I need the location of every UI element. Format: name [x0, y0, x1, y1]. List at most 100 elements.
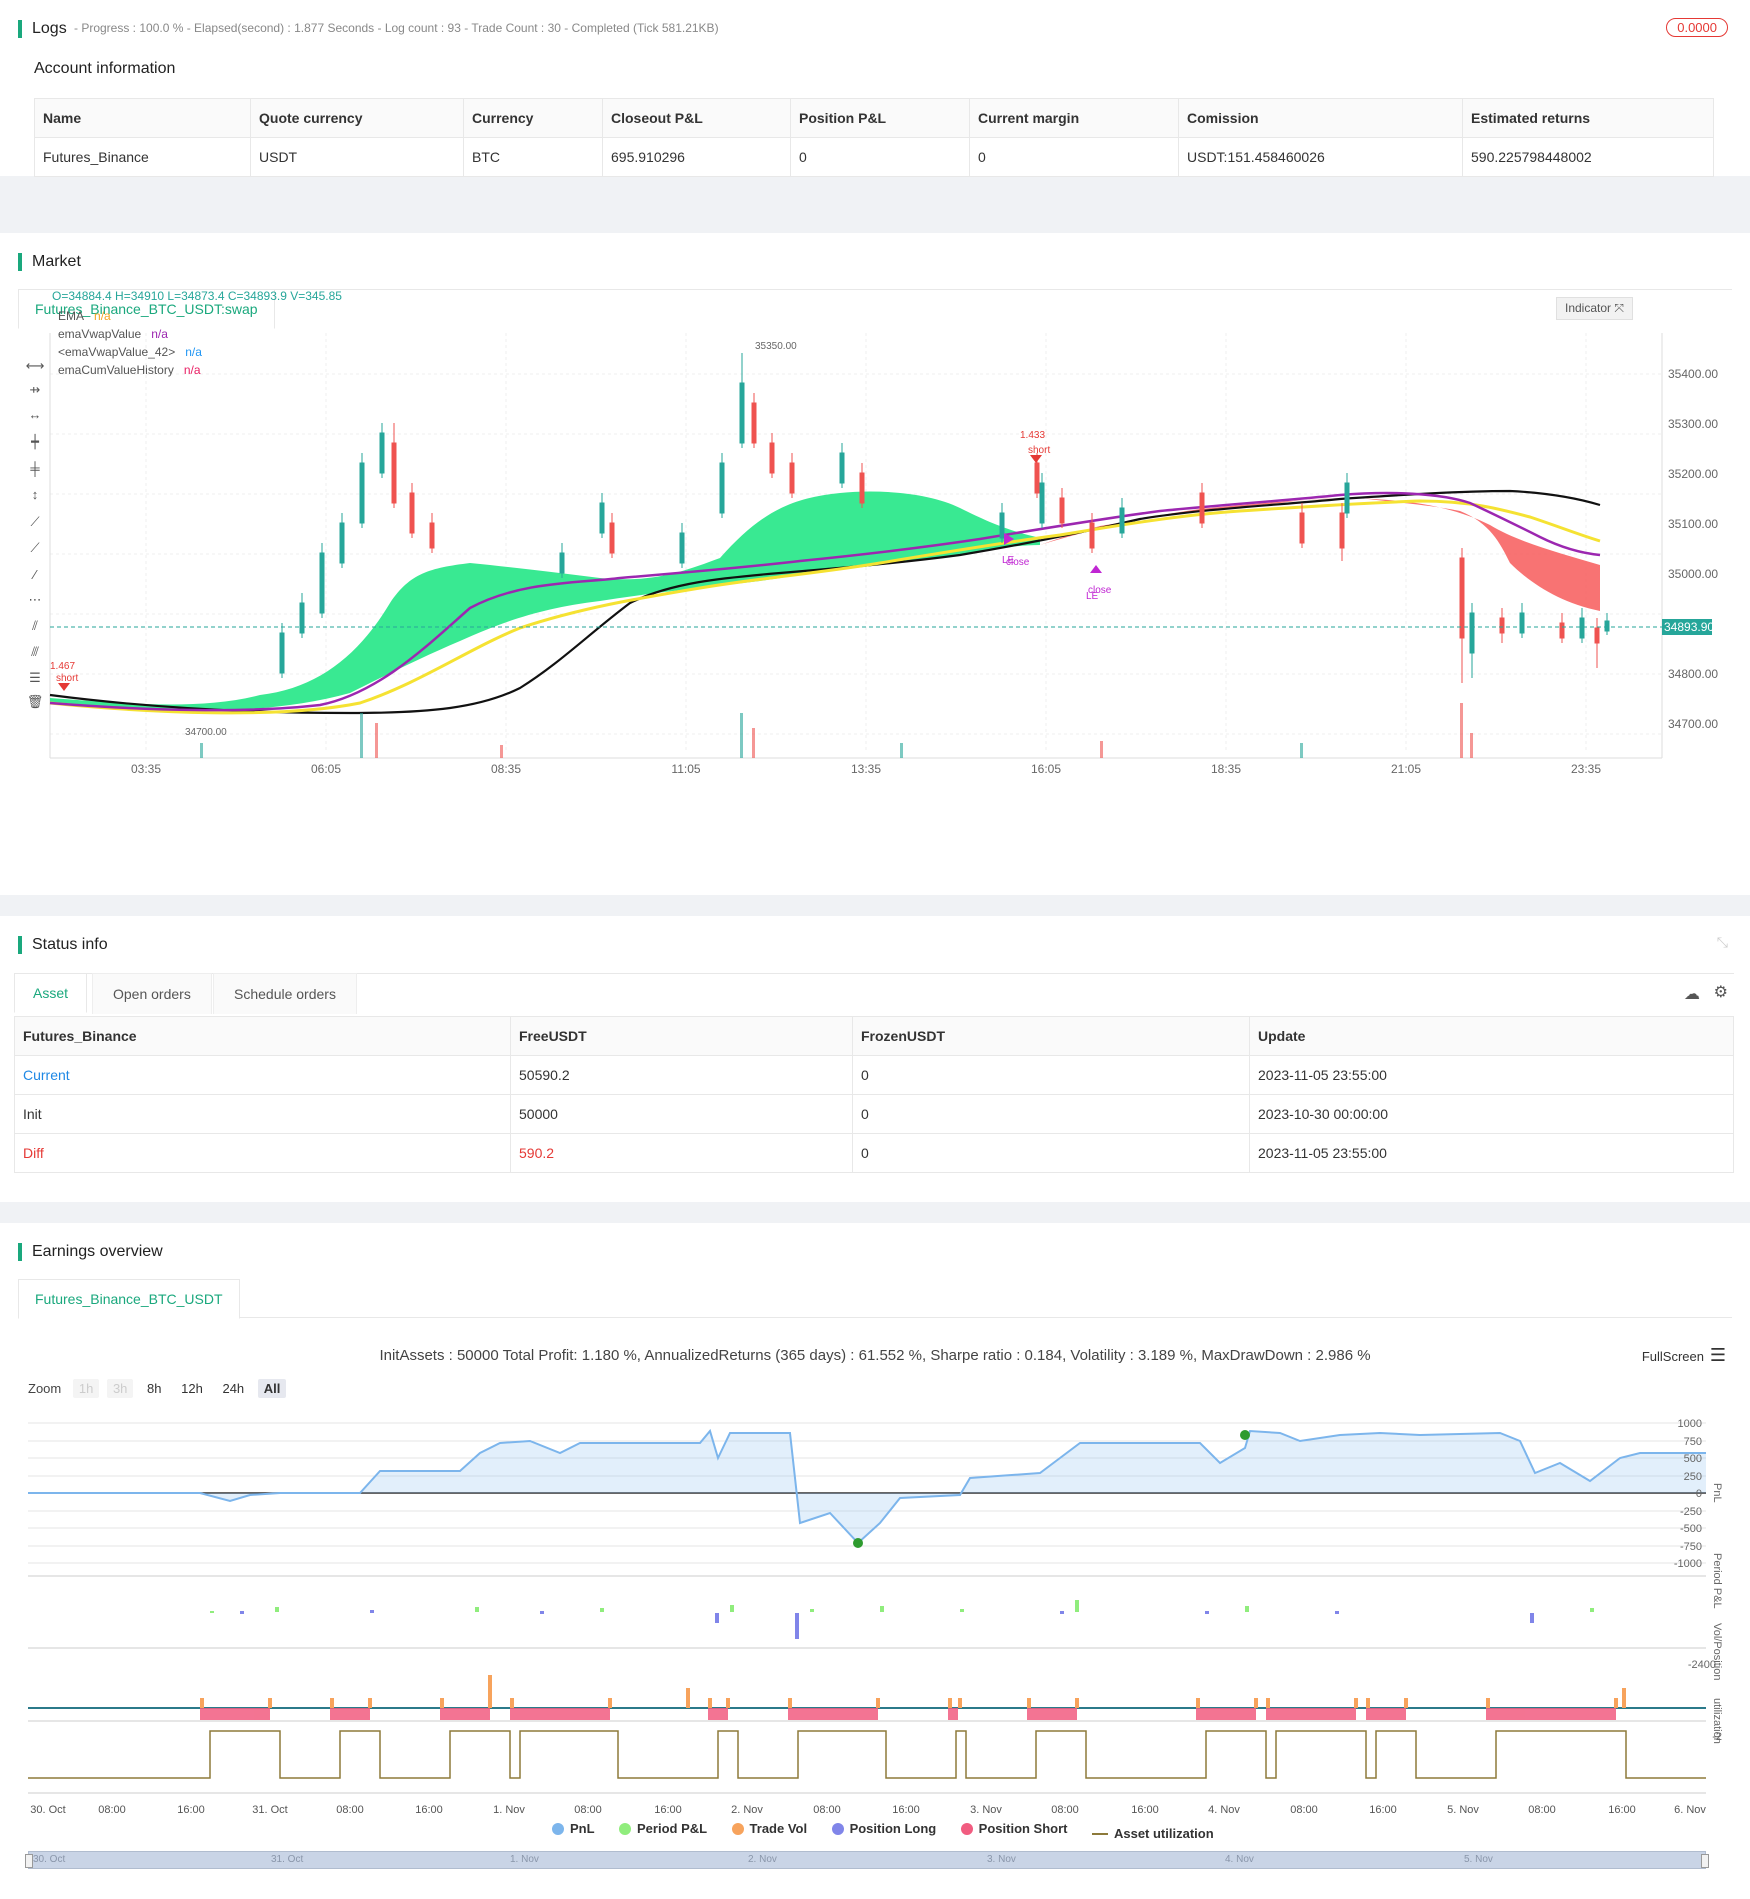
horizontal-ray-tool-icon[interactable]: ⇸: [29, 382, 41, 397]
legend-ema-vwap-42[interactable]: <emaVwapValue_42> n/a: [58, 343, 202, 361]
vol-tick: -2: [1712, 1731, 1722, 1743]
cell-free: 50590.2: [510, 1055, 853, 1095]
legend-ema-cum[interactable]: emaCumValueHistory n/a: [58, 361, 202, 379]
vertical-line-tool-icon[interactable]: ┿: [31, 434, 39, 449]
col-update: Update: [1249, 1016, 1734, 1056]
earnings-chart[interactable]: 1000 750 500 250 0 -250 -500 -750 -1000 …: [0, 1413, 1750, 1873]
zoom-bar: Zoom 1h 3h 8h 12h 24h All: [28, 1379, 290, 1398]
close-trade-label: close: [1088, 585, 1112, 596]
legend-pnl[interactable]: PnL: [552, 1821, 595, 1836]
zoom-1h[interactable]: 1h: [72, 1379, 100, 1398]
vertical-ray-tool-icon[interactable]: ╪: [30, 460, 40, 476]
cloud-download-icon[interactable]: ☁: [1684, 986, 1700, 1003]
zoom-all[interactable]: All: [257, 1379, 287, 1398]
zoom-24h[interactable]: 24h: [222, 1381, 245, 1396]
zoom-3h[interactable]: 3h: [106, 1379, 134, 1398]
asset-row-diff: Diff 590.2 0 2023-11-05 23:55:00: [14, 1133, 1734, 1173]
legend-asset-utilization[interactable]: Asset utilization: [1091, 1826, 1214, 1841]
legend-value: n/a: [151, 327, 168, 341]
cell-update: 2023-11-05 23:55:00: [1249, 1133, 1734, 1173]
nav-label: 4. Nov: [1225, 1854, 1254, 1865]
trash-icon[interactable]: 🗑: [26, 694, 44, 709]
legend-name: emaCumValueHistory: [58, 363, 174, 377]
legend-trade-vol[interactable]: Trade Vol: [731, 1821, 807, 1836]
fib-tool-icon[interactable]: ☰: [29, 670, 41, 685]
x-tick: 16:00: [415, 1804, 443, 1816]
price-range-tool-icon[interactable]: ⋯: [28, 592, 42, 607]
cell-position: 0: [790, 137, 970, 177]
x-tick: 08:35: [491, 762, 521, 776]
legend-name: emaVwapValue: [58, 327, 142, 341]
chart-legend: EMA n/a emaVwapValue n/a <emaVwapValue_4…: [58, 307, 202, 379]
indicator-label: Indicator: [1565, 301, 1612, 315]
legend-position-long[interactable]: Position Long: [831, 1821, 936, 1836]
asset-row-init: Init 50000 0 2023-10-30 00:00:00: [14, 1094, 1734, 1134]
indicator-button[interactable]: Indicator ⤧: [1556, 297, 1633, 320]
navigator-right-handle[interactable]: [1701, 1854, 1709, 1868]
horizontal-line-tool-icon[interactable]: ⟷: [25, 358, 45, 373]
trend-line-tool-icon[interactable]: ⟋: [30, 514, 40, 529]
pnl-tick: -250: [1680, 1506, 1702, 1518]
extended-line-tool-icon[interactable]: ⁄: [33, 566, 37, 582]
status-panel: Status info ⤡ Asset Open orders Schedule…: [0, 916, 1750, 1202]
fullscreen-button[interactable]: FullScreen: [1642, 1349, 1704, 1364]
market-symbol-tab[interactable]: Futures_Binance_BTC_USDT:swap: [18, 289, 275, 329]
navigator[interactable]: 30. Oct 31. Oct 1. Nov 2. Nov 3. Nov 4. …: [25, 1851, 1709, 1869]
x-tick: 13:35: [851, 762, 881, 776]
col-free: FreeUSDT: [510, 1016, 853, 1056]
horizontal-segment-tool-icon[interactable]: ↔: [28, 406, 42, 422]
cell-commission: USDT:151.458460026: [1178, 137, 1463, 177]
x-tick: 03:35: [131, 762, 161, 776]
legend-value: n/a: [94, 309, 111, 323]
ray-tool-icon[interactable]: ⟋: [30, 540, 40, 555]
tab-open-orders[interactable]: Open orders: [92, 973, 212, 1014]
x-tick: 11:05: [671, 762, 700, 776]
col-exchange: Futures_Binance: [14, 1016, 511, 1056]
col-margin: Current margin: [969, 98, 1179, 138]
pnl-tick: 1000: [1678, 1418, 1702, 1430]
legend-label: PnL: [570, 1821, 595, 1836]
x-tick: 06:05: [311, 762, 341, 776]
menu-icon[interactable]: ☰: [1709, 1345, 1726, 1365]
tab-schedule-orders[interactable]: Schedule orders: [213, 973, 357, 1014]
axis-label-period: Period P&L: [1711, 1553, 1723, 1609]
cell-frozen: 0: [852, 1094, 1250, 1134]
vertical-segment-tool-icon[interactable]: ↕: [31, 486, 39, 502]
legend-period-pnl[interactable]: Period P&L: [619, 1821, 707, 1836]
cell-free: 50000: [510, 1094, 853, 1134]
logs-title: Logs: [18, 20, 67, 38]
price-chart[interactable]: 34893.90 35400.00 35300.00 35200.00 3510…: [0, 283, 1750, 783]
legend-label: Asset utilization: [1113, 1826, 1214, 1841]
pitchfork-tool-icon[interactable]: ⫻: [31, 644, 39, 659]
y-tick: 35000.00: [1668, 567, 1718, 581]
pnl-tick: 750: [1684, 1436, 1702, 1448]
gear-icon[interactable]: ⚙: [1713, 984, 1728, 1001]
legend-position-short[interactable]: Position Short: [960, 1821, 1068, 1836]
earnings-symbol-tab[interactable]: Futures_Binance_BTC_USDT: [18, 1279, 240, 1319]
navigator-left-handle[interactable]: [25, 1854, 33, 1868]
zoom-8h[interactable]: 8h: [147, 1381, 162, 1396]
zoom-12h[interactable]: 12h: [181, 1381, 203, 1396]
asset-table: Futures_Binance FreeUSDT FrozenUSDT Upda…: [14, 1016, 1734, 1173]
x-tick: 16:00: [1131, 1804, 1159, 1816]
x-tick: 1. Nov: [493, 1804, 525, 1816]
nav-label: 5. Nov: [1464, 1854, 1493, 1865]
short-trade-value: 1.467: [50, 661, 75, 672]
legend-value: n/a: [183, 363, 201, 377]
legend-ema-vwap[interactable]: emaVwapValue n/a: [58, 325, 202, 343]
collapse-icon[interactable]: ⤡: [1716, 934, 1728, 950]
pnl-tick: 500: [1684, 1453, 1702, 1465]
cell-frozen: 0: [852, 1055, 1250, 1095]
tab-asset[interactable]: Asset: [14, 973, 88, 1013]
legend-label: Position Short: [978, 1821, 1068, 1836]
x-tick: 16:00: [1369, 1804, 1397, 1816]
parallel-channel-tool-icon[interactable]: ⫽: [32, 618, 38, 633]
logs-badge[interactable]: 0.0000: [1666, 18, 1728, 37]
x-tick: 4. Nov: [1208, 1804, 1240, 1816]
last-price-label: 34893.90: [1664, 620, 1714, 634]
row-label: Diff: [14, 1133, 511, 1173]
nav-label: 31. Oct: [271, 1854, 304, 1865]
account-table-wrap: Name Quote currency Currency Closeout P&…: [34, 98, 1714, 177]
x-tick: 08:00: [1290, 1804, 1318, 1816]
legend-ema[interactable]: EMA n/a: [58, 307, 202, 325]
